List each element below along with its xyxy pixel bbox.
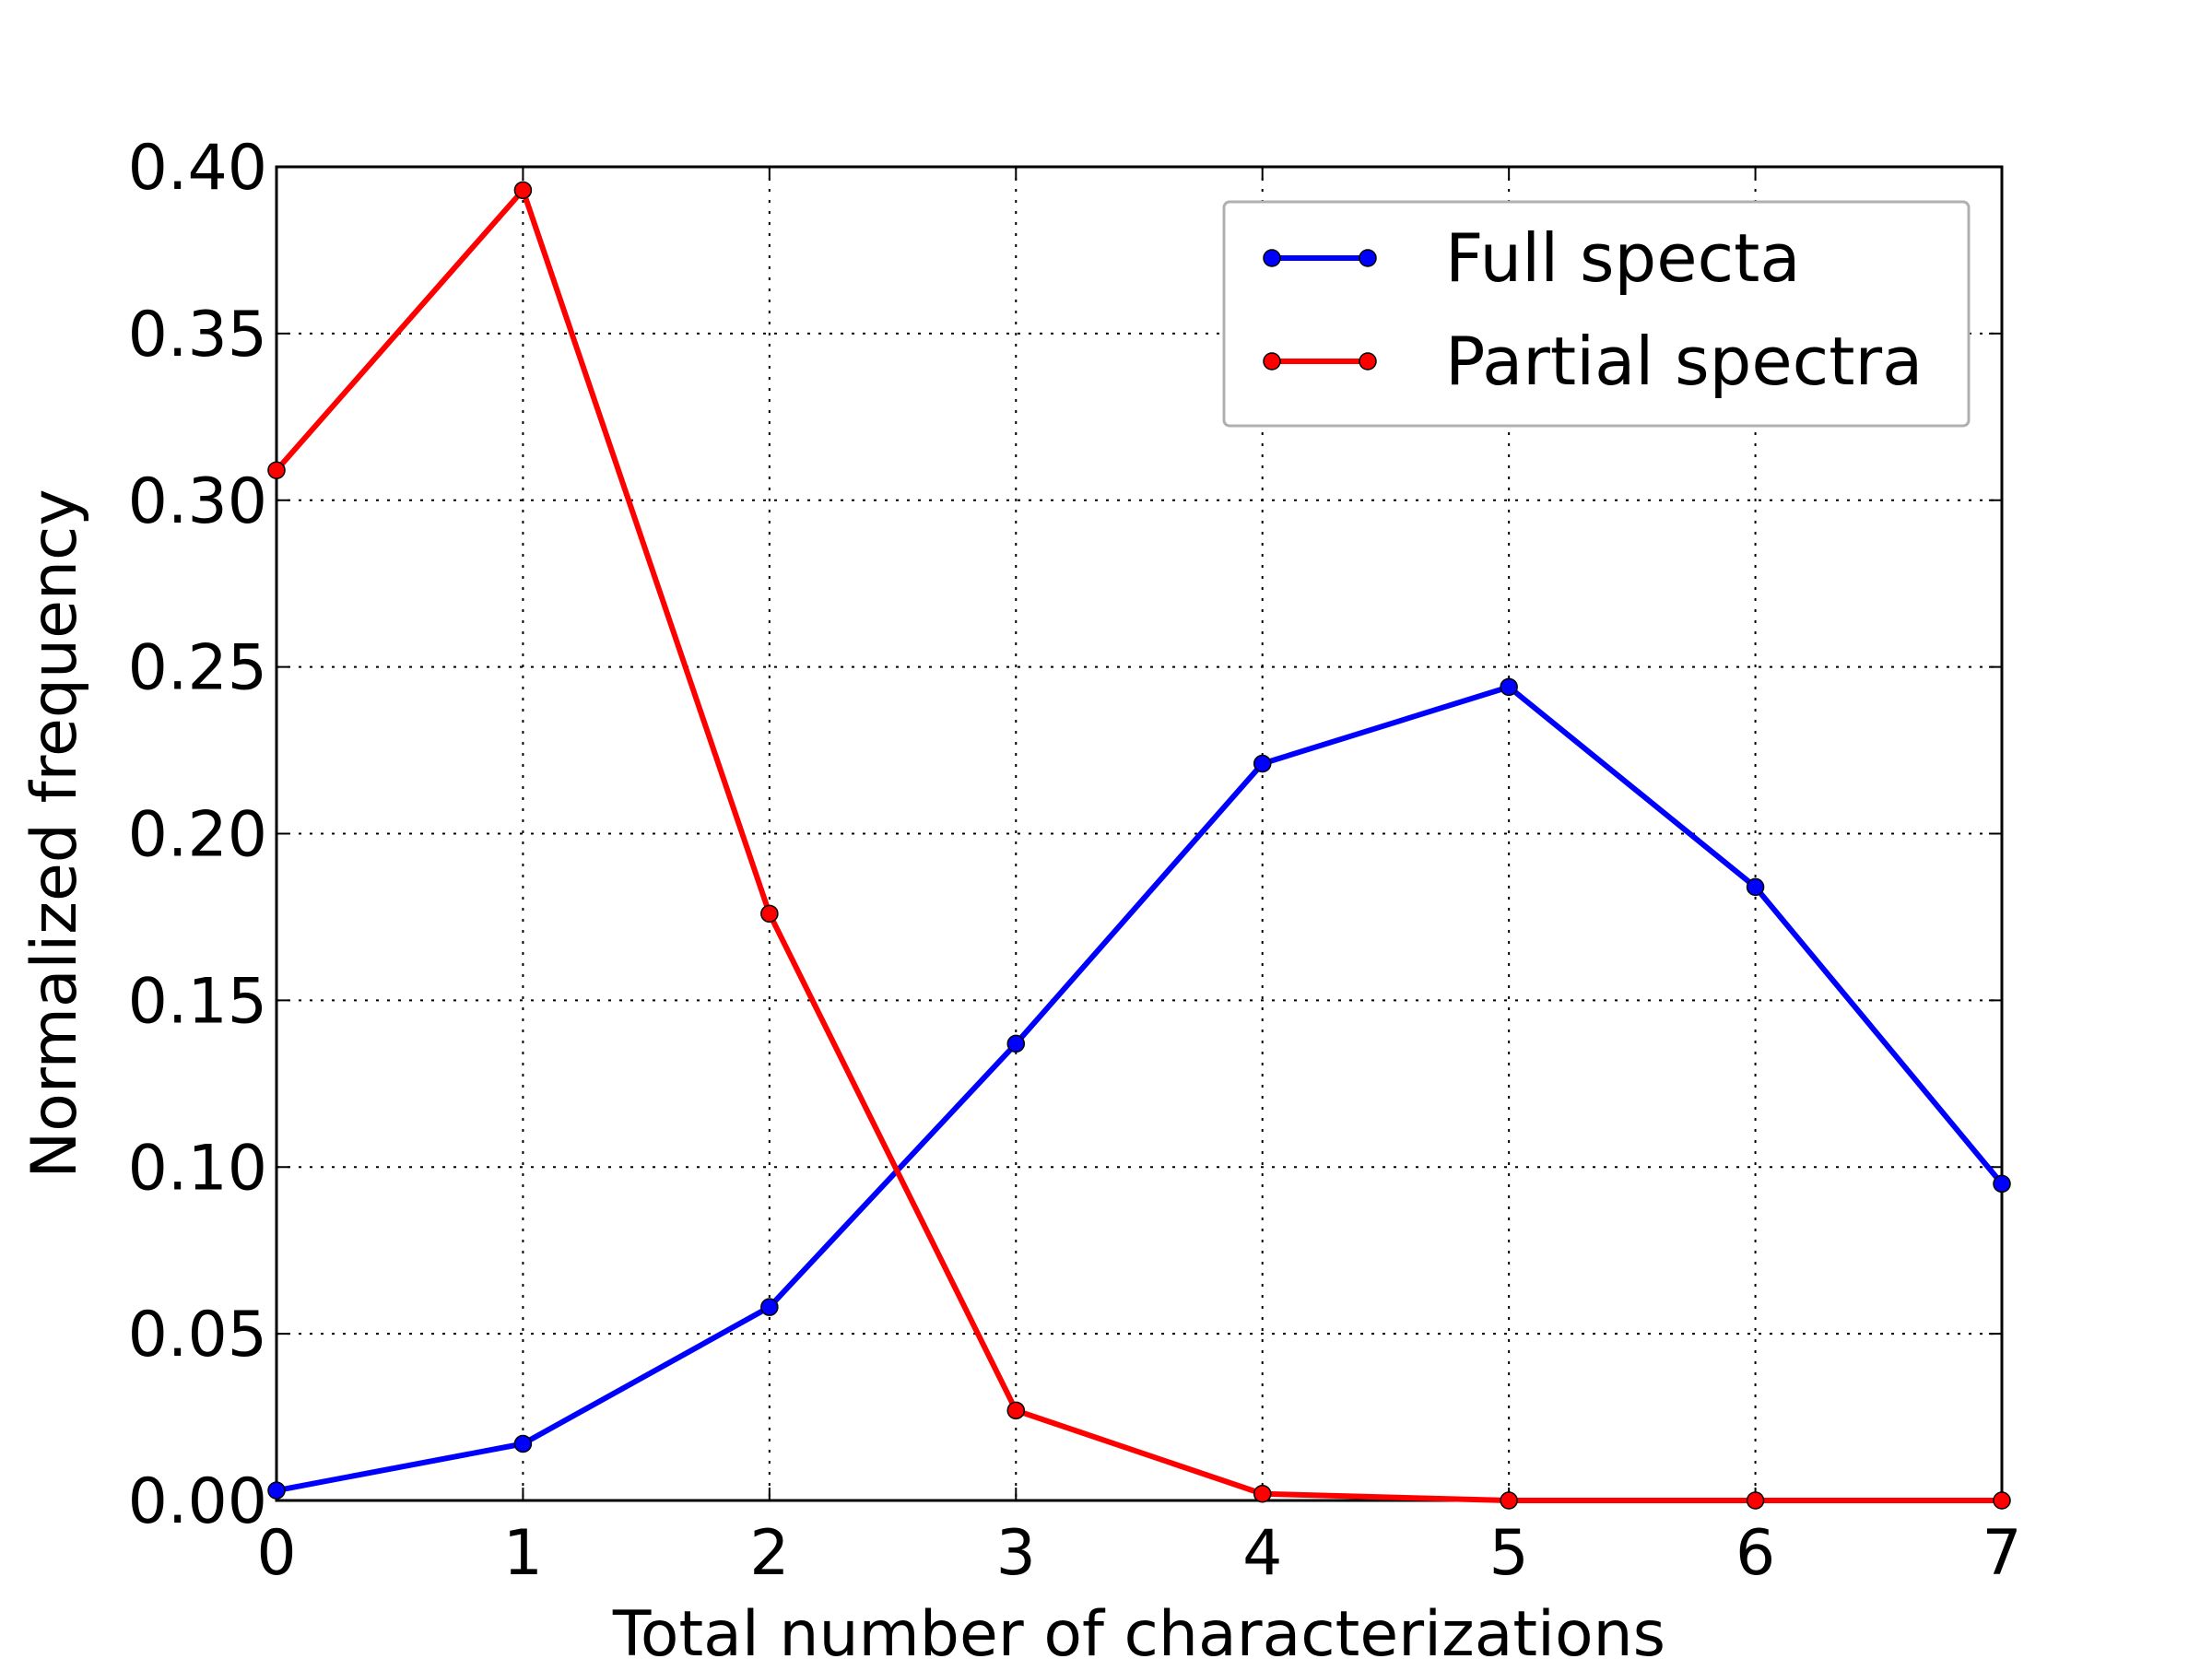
series-1-point bbox=[513, 181, 533, 200]
x-tick-label: 3 bbox=[996, 1517, 1036, 1590]
series-0-point bbox=[1253, 754, 1272, 773]
x-axis-ticks: 0 1 2 3 4 5 6 7 bbox=[256, 167, 2022, 1590]
series-0-point bbox=[1993, 1174, 2011, 1194]
y-axis-title: Normalized frequency bbox=[18, 488, 91, 1178]
series-0-point bbox=[513, 1434, 533, 1453]
series-1-point bbox=[1006, 1401, 1026, 1420]
series-layer bbox=[267, 181, 2011, 1510]
series-line-1 bbox=[274, 187, 2002, 1503]
y-tick-label: 0.40 bbox=[128, 132, 267, 205]
series-0-point bbox=[1746, 877, 1765, 897]
x-tick-label: 0 bbox=[256, 1517, 296, 1590]
series-line-0 bbox=[276, 684, 2005, 1494]
legend-marker bbox=[1263, 249, 1281, 267]
x-tick-label: 6 bbox=[1735, 1517, 1775, 1590]
series-0-point bbox=[1006, 1034, 1026, 1053]
legend-label: Full specta bbox=[1445, 219, 1800, 297]
x-tick-label: 2 bbox=[749, 1517, 789, 1590]
legend: Full specta Partial spectra bbox=[1222, 200, 1971, 428]
x-tick-label: 4 bbox=[1242, 1517, 1282, 1590]
y-tick-label: 0.10 bbox=[128, 1132, 267, 1205]
series-0-point bbox=[1500, 677, 1518, 697]
x-tick-label: 7 bbox=[1982, 1517, 2021, 1590]
legend-marker bbox=[1263, 352, 1281, 371]
x-axis-title: Total number of characterizations bbox=[612, 1598, 1665, 1659]
x-tick-label: 5 bbox=[1489, 1517, 1529, 1590]
y-tick-label: 0.30 bbox=[128, 465, 267, 538]
y-axis-ticks: 0.00 0.05 0.10 0.15 0.20 0.25 0.30 0.35 0.40 bbox=[128, 132, 2002, 1538]
series-0-point bbox=[760, 1298, 779, 1316]
y-tick-label: 0.35 bbox=[128, 299, 267, 371]
series-1-point bbox=[1746, 1491, 1765, 1510]
y-tick-label: 0.25 bbox=[128, 632, 267, 705]
series-1-point bbox=[267, 461, 286, 479]
series-1-point bbox=[1500, 1491, 1518, 1510]
series-0-point bbox=[267, 1481, 286, 1500]
series-1-point bbox=[760, 904, 779, 924]
legend-box bbox=[1222, 200, 1971, 428]
y-tick-label: 0.20 bbox=[128, 799, 267, 872]
legend-marker bbox=[1359, 352, 1377, 371]
legend-label: Partial spectra bbox=[1445, 323, 1923, 400]
y-tick-label: 0.15 bbox=[128, 965, 267, 1038]
y-tick-label: 0.05 bbox=[128, 1299, 267, 1371]
y-tick-label: 0.00 bbox=[128, 1465, 267, 1538]
legend-marker bbox=[1359, 249, 1377, 267]
series-1-point bbox=[1993, 1491, 2011, 1510]
x-tick-label: 1 bbox=[503, 1517, 543, 1590]
series-1-point bbox=[1253, 1485, 1272, 1503]
